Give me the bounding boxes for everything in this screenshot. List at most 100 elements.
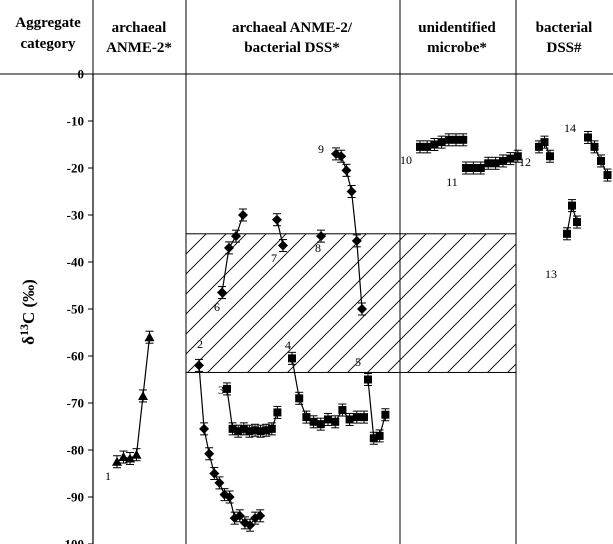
diamond-marker <box>245 520 255 531</box>
triangle-marker <box>131 449 142 459</box>
y-tick-label: -10 <box>67 114 84 129</box>
series-8: 8 <box>315 229 326 255</box>
series-label-1: 1 <box>105 469 111 483</box>
square-marker <box>535 142 543 151</box>
y-tick-label: -90 <box>67 490 84 505</box>
diamond-marker <box>278 240 288 251</box>
series-2: 2 <box>194 337 266 532</box>
square-marker <box>430 140 439 149</box>
y-tick-label: 0 <box>78 67 85 82</box>
y-axis-label: δ13C (‰) <box>17 279 38 345</box>
diamond-marker <box>224 242 234 253</box>
col4-header-line1: bacterial <box>536 20 593 36</box>
y-tick-label: -60 <box>67 349 84 364</box>
series-line <box>276 219 284 246</box>
series-14: 14 <box>564 121 612 182</box>
diamond-marker <box>231 231 241 242</box>
series-11: 11 <box>446 149 522 189</box>
series-1: 1 <box>105 330 155 483</box>
square-marker <box>476 164 485 172</box>
square-marker <box>223 384 231 393</box>
square-marker <box>452 135 460 144</box>
series-label-10: 10 <box>400 153 412 167</box>
diamond-marker <box>209 468 220 479</box>
square-marker <box>251 426 259 435</box>
square-marker <box>369 434 378 443</box>
square-marker <box>506 154 515 163</box>
square-marker <box>309 417 318 426</box>
square-marker <box>267 424 276 433</box>
square-marker <box>590 142 599 151</box>
series-9: 9 <box>318 142 367 316</box>
square-marker <box>234 427 243 436</box>
diamond-marker <box>255 510 266 521</box>
diamond-marker <box>357 304 367 314</box>
series-label-9: 9 <box>318 142 324 156</box>
diamond-marker <box>341 165 352 176</box>
square-marker <box>288 354 296 363</box>
col3-header-line2: microbe* <box>427 40 487 56</box>
diamond-marker <box>224 492 235 502</box>
diamond-marker <box>234 510 245 521</box>
diamond-marker <box>346 186 357 197</box>
series-4: 4 <box>285 338 368 431</box>
square-marker <box>324 415 332 424</box>
square-marker <box>239 424 248 433</box>
shaded-band <box>185 233 517 373</box>
square-marker <box>423 142 432 151</box>
triangle-marker <box>118 452 129 462</box>
series-label-12: 12 <box>519 155 531 169</box>
y-tick-label: -30 <box>67 208 84 223</box>
y-tick-label: -20 <box>67 161 84 176</box>
square-marker <box>499 156 507 165</box>
series-label-7: 7 <box>271 251 277 265</box>
square-marker <box>540 138 549 147</box>
series-label-4: 4 <box>285 338 291 352</box>
triangle-marker <box>144 332 155 342</box>
diamond-marker <box>316 231 326 242</box>
square-marker <box>563 229 571 238</box>
series-label-3: 3 <box>218 383 224 397</box>
series-10: 10 <box>400 133 468 167</box>
square-marker <box>262 426 271 435</box>
triangle-marker <box>112 456 122 466</box>
y-tick-label: -40 <box>67 255 84 270</box>
square-marker <box>331 417 340 426</box>
series-6: 6 <box>214 208 248 314</box>
col1-header-line1: archaeal <box>112 20 167 36</box>
series-13: 13 <box>545 199 581 281</box>
square-marker <box>228 424 237 433</box>
series-label-14: 14 <box>564 121 576 135</box>
square-marker <box>273 408 282 417</box>
square-marker <box>245 427 254 436</box>
y-tick-label: -100 <box>60 537 84 544</box>
square-marker <box>381 410 390 419</box>
row-title-line2: category <box>21 36 76 52</box>
col3-header-line1: unidentified <box>418 20 496 36</box>
diamond-marker <box>238 210 248 220</box>
series-label-11: 11 <box>446 175 458 189</box>
square-marker <box>573 218 581 227</box>
series-line <box>587 137 609 176</box>
triangle-marker <box>125 453 135 463</box>
square-marker <box>462 164 470 172</box>
square-marker <box>584 133 592 142</box>
y-tick-label: -80 <box>67 443 84 458</box>
y-tick-label: -70 <box>67 396 84 411</box>
series-label-2: 2 <box>197 337 203 351</box>
series-label-8: 8 <box>315 241 321 255</box>
series-7: 7 <box>271 213 288 265</box>
series-label-6: 6 <box>214 300 220 314</box>
square-marker <box>469 164 478 172</box>
square-marker <box>302 413 311 422</box>
series-label-13: 13 <box>545 267 557 281</box>
series-label-5: 5 <box>355 355 361 369</box>
col2-header-line1: archaeal ANME-2/ <box>232 20 353 36</box>
square-marker <box>295 394 304 403</box>
square-marker <box>345 415 354 424</box>
diamond-marker <box>351 235 362 246</box>
square-marker <box>491 159 500 168</box>
square-marker <box>444 135 453 144</box>
square-marker <box>360 413 368 422</box>
